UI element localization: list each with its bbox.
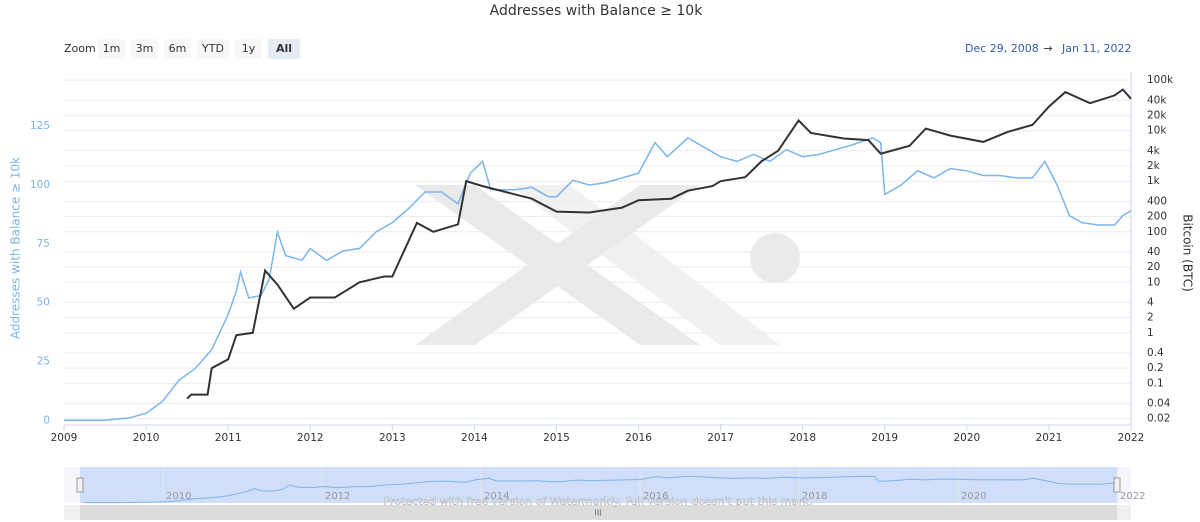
x-tick-label: 2012: [297, 432, 324, 444]
navigator-label: 2018: [802, 491, 827, 502]
zoom-button[interactable]: [164, 39, 191, 59]
y2-tick-label: 20: [1147, 261, 1160, 273]
zoom-button[interactable]: [235, 39, 262, 59]
zoom-button[interactable]: [197, 39, 229, 59]
watermark-logo: [415, 185, 800, 345]
zoom-button-label[interactable]: 3m: [136, 42, 154, 55]
y2-tick-label: 0.02: [1147, 413, 1170, 425]
navigator-label: 2014: [484, 491, 509, 502]
series-line: [186, 88, 1132, 400]
navigator-handle[interactable]: [1113, 477, 1121, 493]
navigator-label: 2010: [166, 491, 191, 502]
watermark-text: Protected with free version of Watermark…: [384, 495, 813, 508]
y2-tick-label: 0.1: [1147, 377, 1164, 389]
y2-tick-label: 100k: [1147, 74, 1174, 86]
x-tick-label: 2018: [789, 432, 816, 444]
scrollbar-thumb[interactable]: [80, 505, 1117, 520]
x-tick-label: 2015: [543, 432, 570, 444]
y2-axis-title: Bitcoin (BTC): [1181, 214, 1195, 292]
x-tick-label: 2021: [1036, 432, 1063, 444]
y2-tick-label: 0.4: [1147, 347, 1164, 359]
navigator-label: 2016: [643, 491, 668, 502]
y2-tick-label: 4k: [1147, 145, 1161, 157]
y2-tick-label: 1: [1147, 327, 1154, 339]
navigator-label: 2012: [325, 491, 350, 502]
navigator-label: 2020: [961, 491, 986, 502]
y-axis-title: Addresses with Balance ≥ 10k: [9, 157, 23, 339]
navigator-line: [83, 475, 1118, 504]
zoom-button-label[interactable]: YTD: [201, 42, 224, 55]
zoom-button-label[interactable]: 1y: [242, 42, 256, 55]
x-tick-label: 2022: [1118, 432, 1145, 444]
navigator-label: 2022: [1120, 491, 1145, 502]
y-tick-label: 125: [30, 120, 50, 132]
x-tick-label: 2016: [625, 432, 652, 444]
x-tick-label: 2014: [461, 432, 488, 444]
navigator-selection[interactable]: [80, 467, 1117, 503]
zoom-button-label[interactable]: 6m: [169, 42, 187, 55]
y2-tick-label: 0.04: [1147, 397, 1171, 409]
zoom-button-label[interactable]: All: [276, 42, 292, 55]
y2-tick-label: 10k: [1147, 125, 1167, 137]
x-tick-label: 2020: [953, 432, 980, 444]
chart-title: Addresses with Balance ≥ 10k: [490, 3, 704, 19]
y2-tick-label: 4: [1147, 296, 1154, 308]
x-tick-label: 2009: [51, 432, 78, 444]
y2-tick-label: 40k: [1147, 94, 1167, 106]
x-tick-label: 2019: [871, 432, 898, 444]
y2-tick-label: 2: [1147, 312, 1154, 324]
x-tick-label: 2011: [215, 432, 242, 444]
y2-tick-label: 40: [1147, 246, 1160, 258]
navigator-handle[interactable]: [76, 477, 84, 493]
x-tick-label: 2010: [133, 432, 160, 444]
y-tick-label: 100: [30, 179, 50, 191]
y2-tick-label: 0.2: [1147, 362, 1164, 374]
y2-tick-label: 2k: [1147, 160, 1161, 172]
y2-tick-label: 200: [1147, 211, 1167, 223]
y2-tick-label: 100: [1147, 226, 1167, 238]
y-tick-label: 50: [37, 297, 50, 309]
y2-tick-label: 1k: [1147, 175, 1161, 187]
date-to: Jan 11, 2022: [1061, 42, 1131, 55]
y-tick-label: 25: [37, 355, 50, 367]
date-from: Dec 29, 2008: [965, 42, 1039, 55]
zoom-button[interactable]: [268, 39, 300, 59]
scrollbar-grip: III: [594, 509, 601, 518]
zoom-label: Zoom: [64, 42, 96, 55]
y-tick-label: 0: [43, 414, 50, 426]
y2-tick-label: 20k: [1147, 109, 1167, 121]
zoom-button[interactable]: [131, 39, 158, 59]
zoom-button[interactable]: [98, 39, 125, 59]
series-line: [64, 136, 1132, 422]
x-tick-label: 2013: [379, 432, 406, 444]
date-separator: →: [1043, 42, 1052, 55]
y2-tick-label: 400: [1147, 195, 1167, 207]
y2-tick-label: 10: [1147, 276, 1160, 288]
zoom-button-label[interactable]: 1m: [103, 42, 121, 55]
y-tick-label: 75: [37, 238, 50, 250]
x-tick-label: 2017: [707, 432, 734, 444]
